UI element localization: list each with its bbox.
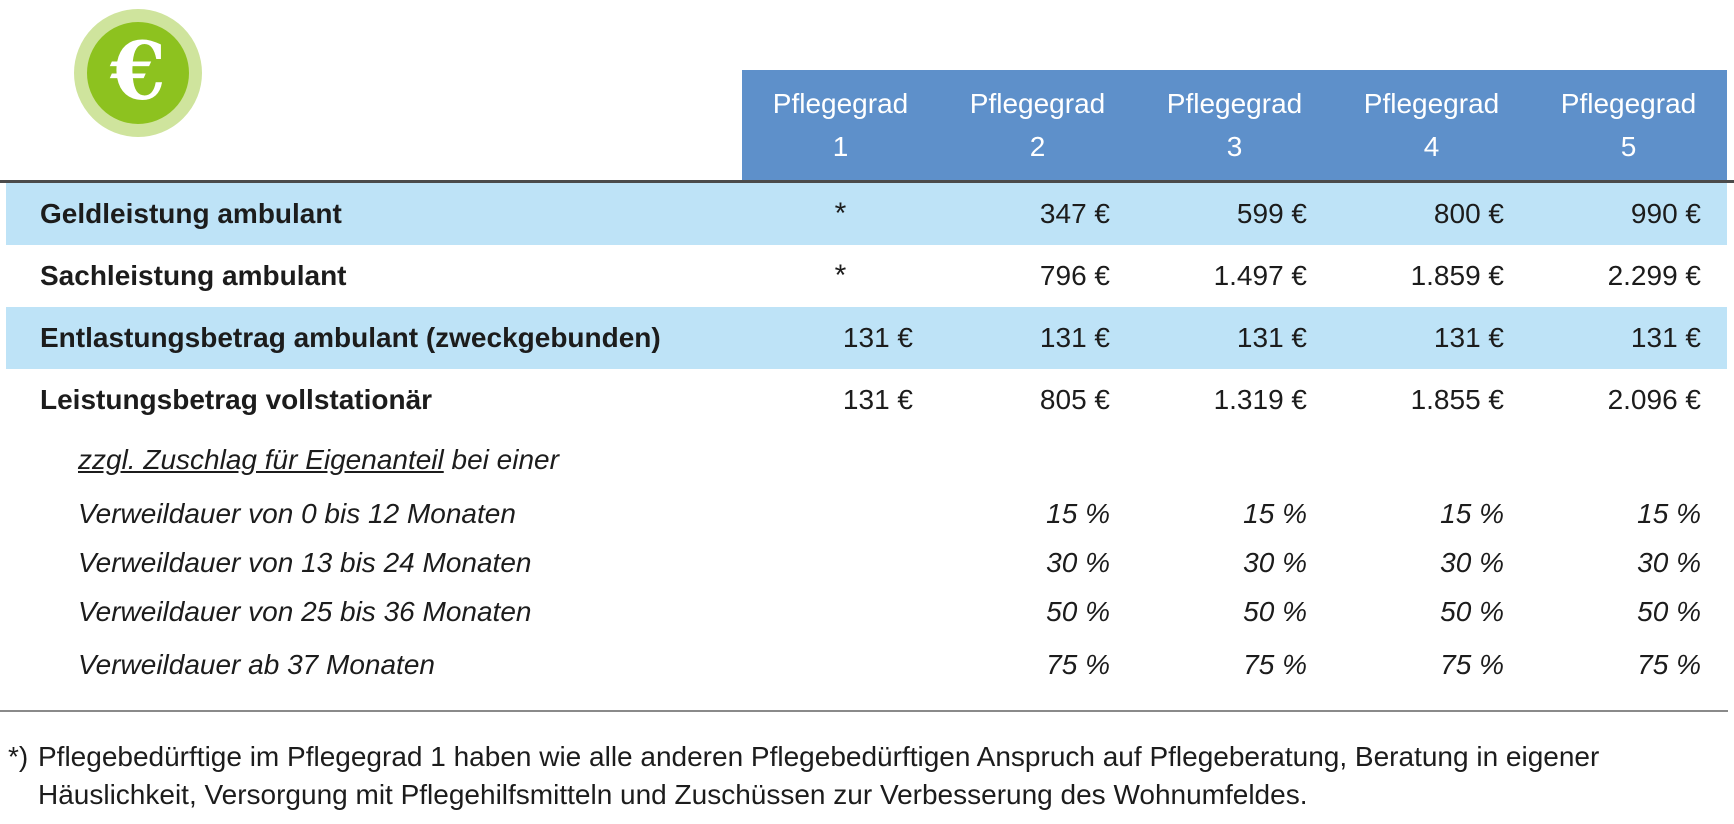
header-label: Pflegegrad [969, 87, 1106, 119]
value-cell: 30 % [1440, 546, 1504, 578]
value-cell: 599 € [1236, 198, 1307, 229]
value-cell: 2.299 € [1607, 260, 1701, 291]
table-row-verweildauer-0-12: Verweildauer von 0 bis 12 Monaten 15 % 1… [6, 489, 1727, 538]
row-label: Verweildauer von 0 bis 12 Monaten [78, 497, 516, 529]
value-cell: 15 % [1440, 497, 1504, 529]
value-cell: 1.497 € [1213, 260, 1307, 291]
value-cell: 75 % [1637, 648, 1701, 680]
header-number: 2 [1029, 130, 1046, 162]
table-row-verweildauer-25-36: Verweildauer von 25 bis 36 Monaten 50 % … [6, 587, 1727, 636]
value-cell: 50 % [1440, 595, 1504, 627]
table-row-geldleistung: Geldleistung ambulant * 347 € 599 € 800 … [6, 183, 1727, 245]
value-cell: 50 % [1046, 595, 1110, 627]
row-label: Leistungsbetrag vollstationär [40, 384, 433, 415]
footnote-marker: *) [8, 741, 29, 772]
footnote-divider-line [0, 710, 1728, 712]
value-cell: 15 % [1243, 497, 1307, 529]
footnote-text: Pflegebedürftige im Pflegegrad 1 haben w… [38, 741, 1600, 810]
table-row-leistungsbetrag-vollstationaer: Leistungsbetrag vollstationär 131 € 805 … [6, 369, 1727, 431]
value-cell: * [834, 259, 847, 292]
header-number: 3 [1226, 130, 1243, 162]
header-empty-cell [6, 70, 742, 180]
intro-underlined-text: zzgl. Zuschlag für Eigenanteil [78, 444, 444, 475]
header-label: Pflegegrad [772, 87, 909, 119]
header-cell-pflegegrad-3: Pflegegrad 3 [1136, 70, 1333, 180]
value-cell: 75 % [1046, 648, 1110, 680]
value-cell: 347 € [1039, 198, 1110, 229]
value-cell: 50 % [1637, 595, 1701, 627]
row-label: Verweildauer von 13 bis 24 Monaten [78, 546, 532, 578]
value-cell: 30 % [1243, 546, 1307, 578]
row-label: Sachleistung ambulant [40, 260, 347, 291]
header-label: Pflegegrad [1166, 87, 1303, 119]
table-row-zuschlag-intro: zzgl. Zuschlag für Eigenanteil bei einer [6, 431, 1727, 489]
row-label: Entlastungsbetrag ambulant (zweckgebunde… [40, 322, 661, 353]
header-label: Pflegegrad [1560, 87, 1697, 119]
value-cell: 1.319 € [1213, 384, 1307, 415]
row-label: zzgl. Zuschlag für Eigenanteil bei einer [6, 444, 1727, 476]
footnote: *) Pflegebedürftige im Pflegegrad 1 habe… [8, 738, 1708, 814]
value-cell: 805 € [1039, 384, 1110, 415]
table-row-verweildauer-ab-37: Verweildauer ab 37 Monaten 75 % 75 % 75 … [6, 636, 1727, 693]
header-number: 1 [832, 130, 849, 162]
benefits-table: Pflegegrad 1 Pflegegrad 2 Pflegegrad 3 P… [6, 70, 1727, 693]
table-row-entlastungsbetrag: Entlastungsbetrag ambulant (zweckgebunde… [6, 307, 1727, 369]
value-cell: 75 % [1440, 648, 1504, 680]
euro-glyph: € [110, 24, 166, 118]
table-row-verweildauer-13-24: Verweildauer von 13 bis 24 Monaten 30 % … [6, 538, 1727, 587]
value-cell: * [834, 197, 847, 230]
header-divider-line [0, 180, 1734, 183]
value-cell: 30 % [1046, 546, 1110, 578]
row-label: Geldleistung ambulant [40, 198, 342, 229]
table-row-sachleistung: Sachleistung ambulant * 796 € 1.497 € 1.… [6, 245, 1727, 307]
value-cell: 990 € [1630, 198, 1701, 229]
value-cell: 131 € [1433, 322, 1504, 353]
value-cell: 1.855 € [1410, 384, 1504, 415]
header-cell-pflegegrad-4: Pflegegrad 4 [1333, 70, 1530, 180]
value-cell: 15 % [1046, 497, 1110, 529]
header-cell-pflegegrad-1: Pflegegrad 1 [742, 70, 939, 180]
value-cell: 131 € [1630, 322, 1701, 353]
header-cell-pflegegrad-2: Pflegegrad 2 [939, 70, 1136, 180]
value-cell: 796 € [1039, 260, 1110, 291]
header-cell-pflegegrad-5: Pflegegrad 5 [1530, 70, 1727, 180]
row-label: Verweildauer ab 37 Monaten [78, 648, 435, 680]
intro-rest-text: bei einer [443, 444, 559, 475]
value-cell: 15 % [1637, 497, 1701, 529]
value-cell: 2.096 € [1607, 384, 1701, 415]
value-cell: 131 € [842, 384, 913, 415]
value-cell: 75 % [1243, 648, 1307, 680]
value-cell: 131 € [842, 322, 913, 353]
value-cell: 30 % [1637, 546, 1701, 578]
value-cell: 131 € [1039, 322, 1110, 353]
row-label: Verweildauer von 25 bis 36 Monaten [78, 595, 532, 627]
value-cell: 1.859 € [1410, 260, 1504, 291]
value-cell: 131 € [1236, 322, 1307, 353]
header-number: 4 [1423, 130, 1440, 162]
header-label: Pflegegrad [1363, 87, 1500, 119]
header-number: 5 [1620, 130, 1637, 162]
table-header-row: Pflegegrad 1 Pflegegrad 2 Pflegegrad 3 P… [6, 70, 1727, 180]
header-cells: Pflegegrad 1 Pflegegrad 2 Pflegegrad 3 P… [742, 70, 1727, 180]
value-cell: 800 € [1433, 198, 1504, 229]
value-cell: 50 % [1243, 595, 1307, 627]
